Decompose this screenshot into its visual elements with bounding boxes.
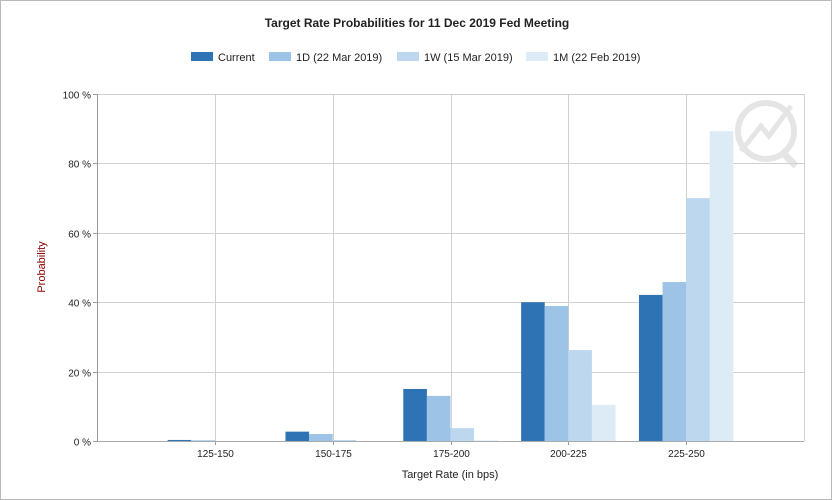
- y-tick-label: 80 %: [68, 160, 91, 171]
- legend-label: 1W (15 Mar 2019): [424, 52, 513, 64]
- quikstrike-logo-watermark: [735, 100, 799, 169]
- legend-swatch: [526, 52, 548, 61]
- bar-150-175-series-1: [309, 434, 333, 441]
- chart-title: Target Rate Probabilities for 11 Dec 201…: [265, 16, 570, 30]
- x-axis-label: Target Rate (in bps): [402, 469, 499, 481]
- bar-200-225-series-0: [521, 302, 545, 441]
- y-axis-label: Probability: [36, 241, 48, 293]
- bar-200-225-series-3: [591, 404, 616, 441]
- legend-swatch: [269, 52, 291, 61]
- axes: 0 % 20 % 40 % 60 % 80 % 100 % 125-150 150-175 17…: [63, 91, 804, 460]
- bar-125-150-series-0: [167, 439, 192, 441]
- y-tick-label: 100 %: [63, 91, 91, 102]
- x-tick-label: 150-175: [315, 449, 352, 460]
- legend-label: 1D (22 Mar 2019): [296, 52, 382, 64]
- legend: Current 1D (22 Mar 2019) 1W (15 Mar 2019) 1…: [191, 52, 640, 64]
- bar-150-175-series-2: [332, 439, 357, 441]
- legend-label: Current: [218, 52, 255, 64]
- bars: [167, 131, 734, 441]
- x-tick-label: 175-200: [433, 449, 470, 460]
- legend-swatch: [397, 52, 419, 61]
- legend-label: 1M (22 Feb 2019): [553, 52, 640, 64]
- y-tick-label: 0 %: [74, 438, 91, 449]
- x-tick-label: 125-150: [197, 449, 234, 460]
- bar-175-200-series-0: [403, 388, 427, 441]
- x-tick-label: 225-250: [668, 449, 705, 460]
- bar-225-250-series-0: [638, 294, 663, 441]
- y-tick-label: 60 %: [68, 230, 91, 241]
- bar-175-200-series-2: [450, 428, 475, 441]
- y-tick-label: 40 %: [68, 299, 91, 310]
- bar-175-200-series-3: [474, 440, 498, 441]
- bar-175-200-series-1: [426, 395, 451, 441]
- bar-200-225-series-1: [544, 306, 569, 441]
- bar-125-150-series-1: [191, 440, 215, 441]
- bar-225-250-series-3: [709, 131, 734, 441]
- x-tick-label: 200-225: [550, 449, 587, 460]
- bar-225-250-series-2: [686, 198, 710, 441]
- bar-225-250-series-1: [662, 282, 687, 441]
- legend-swatch: [191, 52, 213, 61]
- bar-200-225-series-2: [568, 350, 592, 441]
- y-tick-label: 20 %: [68, 369, 91, 380]
- bar-150-175-series-0: [285, 431, 310, 441]
